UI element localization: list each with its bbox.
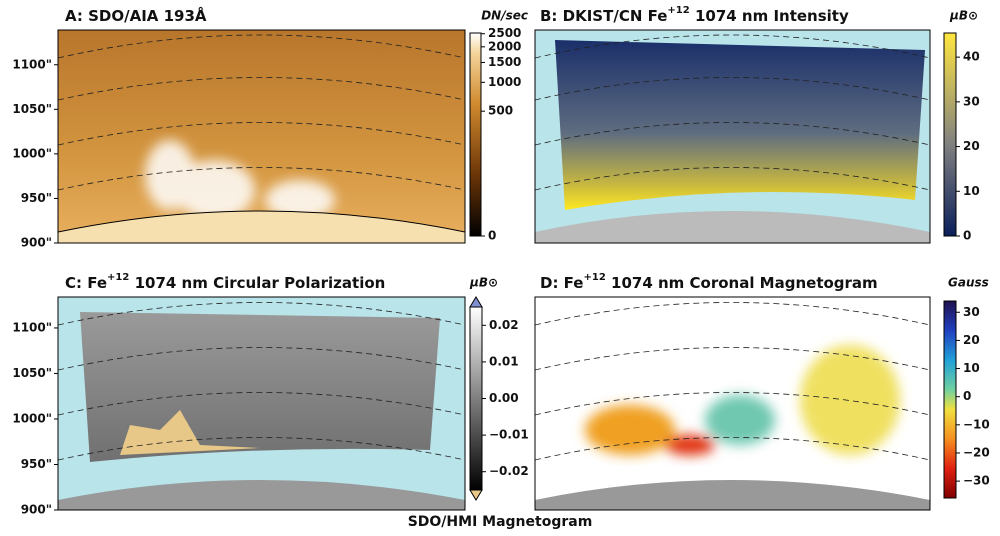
colorbar-extend xyxy=(469,296,483,308)
colorbar-tick-label: 0.00 xyxy=(489,391,519,405)
colorbar-label: μB⊙ xyxy=(469,276,498,290)
colorbar-tick-label: 40 xyxy=(963,50,980,64)
colorbar xyxy=(469,32,482,237)
colorbar-tick-label: 2000 xyxy=(488,39,521,53)
image-a xyxy=(58,30,465,243)
colorbar-tick-label: 2500 xyxy=(488,26,521,40)
colorbar-tick-label: 20 xyxy=(963,139,980,153)
colorbar-tick-label: 0.02 xyxy=(489,318,519,332)
colorbar-tick-label: 20 xyxy=(963,333,980,347)
image-d xyxy=(535,297,930,510)
colorbar-label: DN/sec xyxy=(481,9,528,23)
colorbar-tick-label: 0.01 xyxy=(489,354,519,368)
y-tick-label: 1050" xyxy=(12,102,52,116)
title-part: C: Fe xyxy=(65,274,107,292)
panel-title: B: DKIST/CN Fe+12 1074 nm Intensity xyxy=(540,5,849,25)
colorbar-tick-label: 1500 xyxy=(488,55,521,69)
colorbar xyxy=(469,306,483,491)
y-tick-label: 1100" xyxy=(12,57,52,71)
frame xyxy=(57,29,466,244)
colorbar-tick-label: −10 xyxy=(963,417,990,431)
title-part: 1074 nm Intensity xyxy=(690,7,849,25)
panel-title: C: Fe+12 1074 nm Circular Polarization xyxy=(65,272,385,292)
colorbar-tick-label: −20 xyxy=(963,445,990,459)
image-b xyxy=(535,30,930,243)
colorbar-tick-label: −30 xyxy=(963,474,990,488)
image-c xyxy=(58,297,465,510)
y-tick-label: 1050" xyxy=(12,366,52,380)
title-part: 1074 nm Circular Polarization xyxy=(129,274,385,292)
title-part: A: SDO/AIA 193Å xyxy=(65,6,207,25)
y-tick-label: 1000" xyxy=(12,146,52,160)
colorbar-extend xyxy=(469,489,483,501)
x-axis-label: SDO/HMI Magnetogram xyxy=(408,514,593,530)
panel-title: D: Fe+12 1074 nm Coronal Magnetogram xyxy=(540,272,878,292)
colorbar-tick-label: 0 xyxy=(963,389,971,403)
colorbar xyxy=(943,300,957,499)
colorbar xyxy=(943,32,957,237)
colorbar-tick-label: 30 xyxy=(963,94,980,108)
colorbar-tick-label: 0 xyxy=(963,229,971,243)
frame xyxy=(534,29,931,244)
colorbar-tick-label: 0 xyxy=(488,229,496,243)
colorbar-tick-label: −0.02 xyxy=(489,464,529,478)
title-part: 1074 nm Coronal Magnetogram xyxy=(606,274,878,292)
frame xyxy=(57,296,466,511)
colorbar-tick-label: 10 xyxy=(963,184,980,198)
y-tick-label: 950" xyxy=(21,457,52,471)
y-tick-label: 1000" xyxy=(12,411,52,425)
y-tick-label: 900" xyxy=(21,236,52,250)
colorbar-tick-label: −0.01 xyxy=(489,428,529,442)
title-part: B: DKIST/CN Fe xyxy=(540,7,667,25)
colorbar-tick-label: 500 xyxy=(488,104,513,118)
colorbar-tick-label: 10 xyxy=(963,361,980,375)
superscript: +12 xyxy=(107,272,129,283)
y-tick-label: 900" xyxy=(21,503,52,517)
superscript: +12 xyxy=(667,5,689,16)
colorbar-label: Gauss xyxy=(948,276,989,290)
y-tick-label: 1100" xyxy=(12,320,52,334)
frame xyxy=(534,296,931,511)
title-part: D: Fe xyxy=(540,274,583,292)
colorbar-tick-label: 1000 xyxy=(488,75,521,89)
superscript: +12 xyxy=(583,272,605,283)
colorbar-label: μB⊙ xyxy=(949,9,978,23)
y-tick-label: 950" xyxy=(21,191,52,205)
panel-title: A: SDO/AIA 193Å xyxy=(65,6,207,25)
colorbar-tick-label: 30 xyxy=(963,305,980,319)
